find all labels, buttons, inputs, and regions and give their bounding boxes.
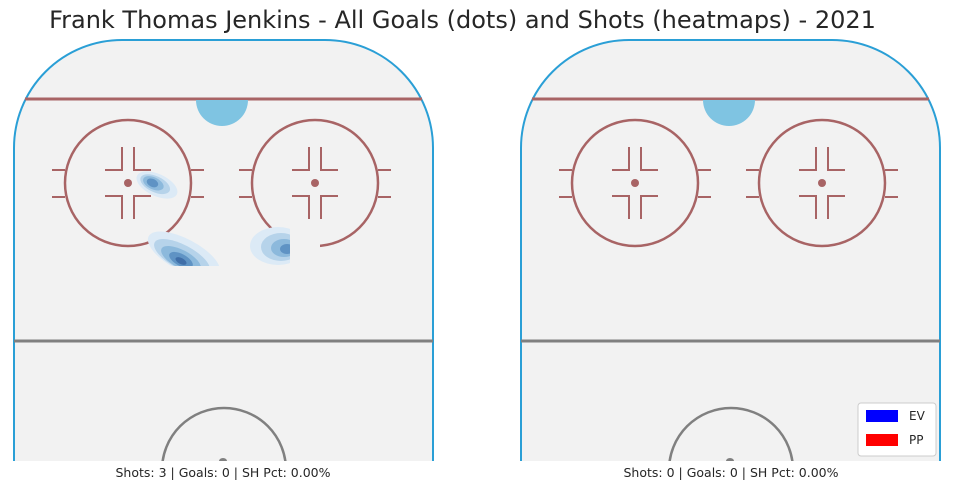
left-rink xyxy=(13,39,434,461)
legend-label-pp: PP xyxy=(909,433,923,447)
heat-blob-3 xyxy=(240,220,320,286)
chart-title: Frank Thomas Jenkins - All Goals (dots) … xyxy=(49,6,876,34)
right-rink-caption: Shots: 0 | Goals: 0 | SH Pct: 0.00% xyxy=(623,465,838,480)
right-center-circle xyxy=(668,406,794,461)
right-rink xyxy=(520,39,941,461)
left-center-dot xyxy=(219,458,227,461)
left-rink-caption: Shots: 3 | Goals: 0 | SH Pct: 0.00% xyxy=(115,465,330,480)
legend-swatch-ev xyxy=(866,410,898,422)
heat-blob-1 xyxy=(136,171,178,199)
legend: EV PP xyxy=(857,402,937,457)
right-faceoff-circle-1 xyxy=(559,118,711,248)
right-center-dot xyxy=(726,458,734,461)
right-goal-crease xyxy=(703,100,755,126)
left-center-circle xyxy=(161,406,287,461)
legend-label-ev: EV xyxy=(909,409,926,423)
right-faceoff-circle-2 xyxy=(746,118,898,248)
heat-blob-2 xyxy=(140,231,230,286)
legend-swatch-pp xyxy=(866,434,898,446)
left-shot-heatmap xyxy=(136,171,320,286)
left-goal-crease xyxy=(196,100,248,126)
left-faceoff-circle-1 xyxy=(52,118,204,248)
